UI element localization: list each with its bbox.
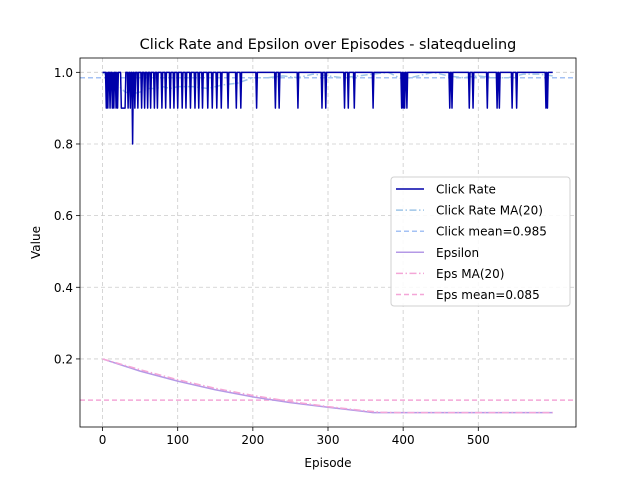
series-click-rate-line xyxy=(102,71,553,145)
y-tick-label: 0.6 xyxy=(54,209,73,223)
series-eps-ma-20-line xyxy=(102,358,553,414)
y-tick-label: 0.2 xyxy=(54,352,73,366)
legend-label: Epsilon xyxy=(436,246,479,260)
x-tick-label: 100 xyxy=(166,433,189,447)
x-tick-label: 0 xyxy=(99,433,107,447)
chart-title: Click Rate and Epsilon over Episodes - s… xyxy=(140,37,517,53)
x-tick-label: 500 xyxy=(467,433,490,447)
x-tick-label: 200 xyxy=(241,433,264,447)
x-tick-label: 300 xyxy=(317,433,340,447)
y-tick-label: 1.0 xyxy=(54,66,73,80)
y-axis-label: Value xyxy=(29,226,43,259)
legend-label: Eps mean=0.085 xyxy=(436,288,540,302)
x-tick-label: 400 xyxy=(392,433,415,447)
y-tick-label: 0.4 xyxy=(54,281,73,295)
legend-label: Click Rate xyxy=(436,183,496,197)
plot-area xyxy=(80,71,576,414)
y-tick-label: 0.8 xyxy=(54,137,73,151)
legend: Click Rate Click Rate MA(20) Click mean=0.… xyxy=(390,176,571,307)
legend-label: Click mean=0.985 xyxy=(436,225,547,239)
axis-ticks: 0 100 200 300 400 500 0.2 0.4 0.6 0.8 1.0 xyxy=(54,66,490,447)
x-axis-label: Episode xyxy=(304,456,351,470)
series-epsilon-line xyxy=(102,358,553,414)
series-click-rate-ma-20-line xyxy=(102,71,553,95)
legend-label: Click Rate MA(20) xyxy=(436,204,543,218)
legend-box xyxy=(390,176,571,307)
legend-label: Eps MA(20) xyxy=(436,267,504,281)
